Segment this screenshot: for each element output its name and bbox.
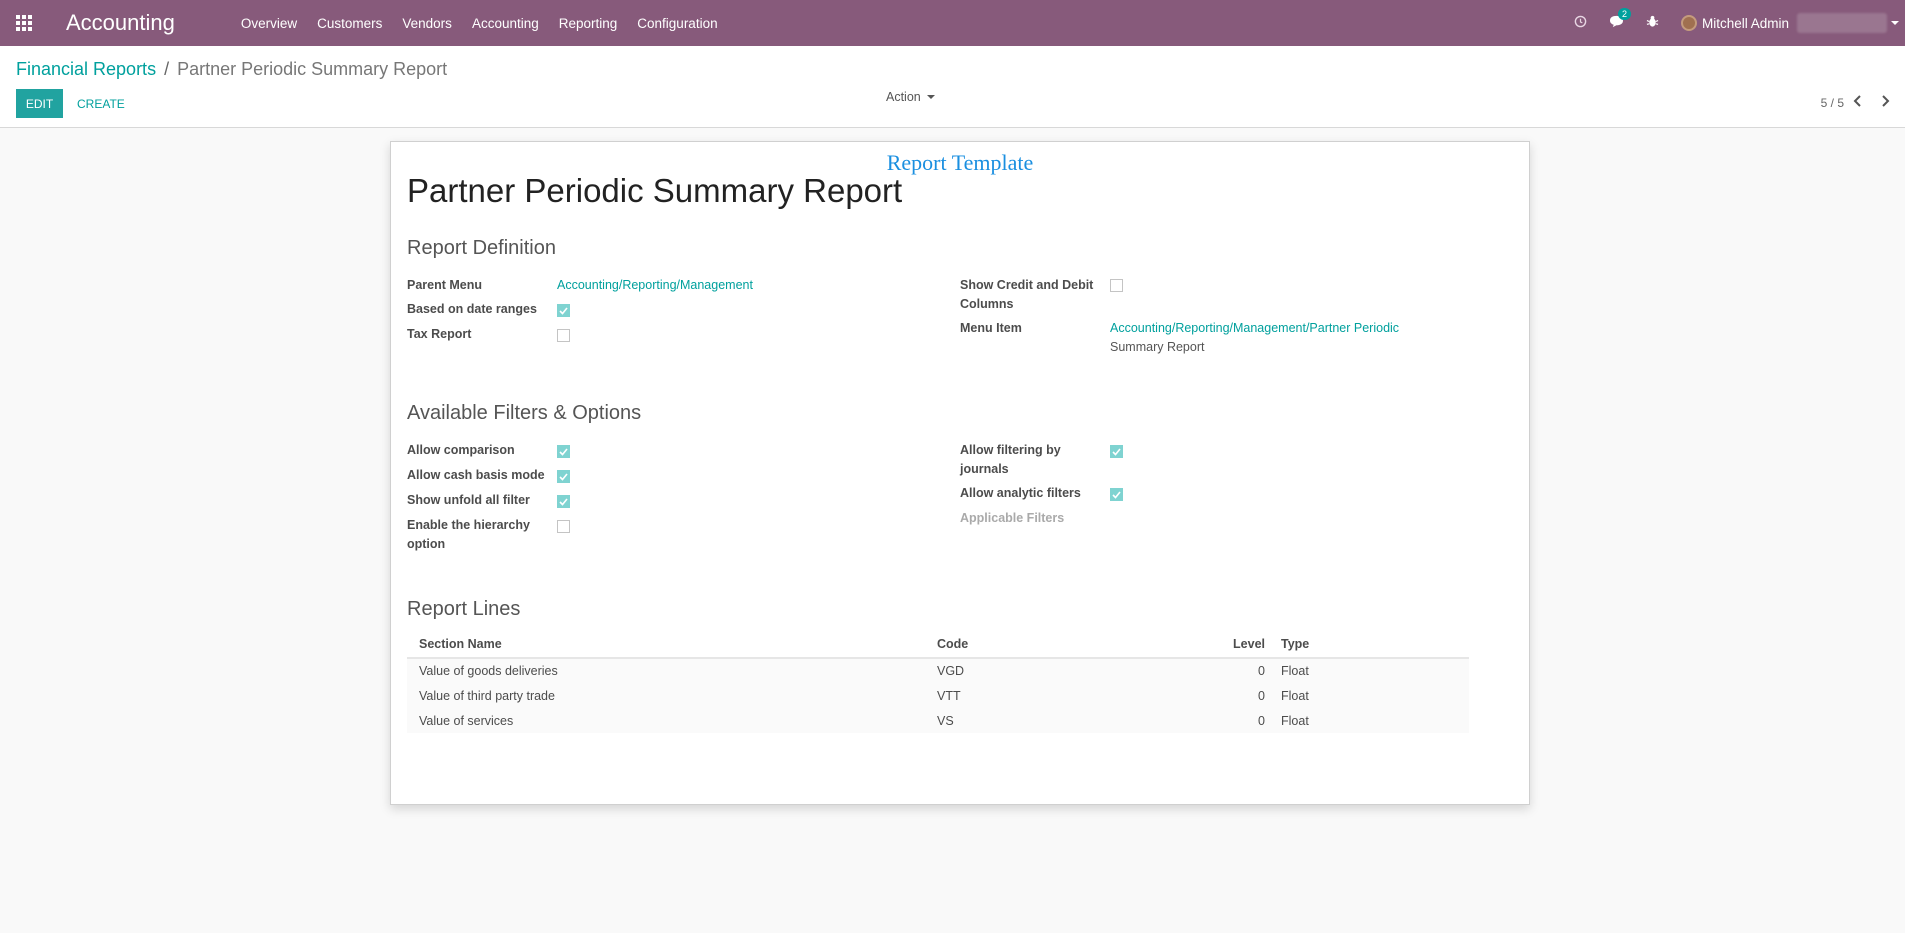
allow-comparison-label: Allow comparison [407, 443, 515, 457]
section-report-lines: Report Lines [407, 598, 521, 620]
menu-configuration[interactable]: Configuration [637, 15, 718, 31]
menu-customers[interactable]: Customers [317, 15, 383, 31]
unfold-all-label: Show unfold all filter [407, 493, 530, 507]
user-avatar[interactable] [1680, 15, 1697, 31]
report-lines-table: Section Name Code Level Type Value of go… [407, 631, 1469, 733]
control-panel: Financial Reports / Partner Periodic Sum… [0, 46, 1905, 128]
allow-comparison-checkbox[interactable] [557, 445, 570, 458]
message-count-badge: 2 [1617, 8, 1631, 20]
parent-menu-link[interactable]: Accounting/Reporting/Management [557, 278, 753, 292]
pager-previous-button[interactable] [1848, 91, 1868, 111]
checkmark-icon [559, 447, 568, 456]
top-navbar: Accounting Overview Customers Vendors Ac… [0, 0, 1905, 46]
hierarchy-label: Enable the hierarchy option [407, 518, 530, 551]
tax-report-checkbox[interactable] [557, 329, 570, 342]
chevron-down-icon[interactable] [1891, 21, 1899, 25]
row-type: Float [1275, 683, 1469, 708]
breadcrumb-separator: / [164, 59, 170, 79]
checkmark-icon [559, 306, 568, 315]
checkmark-icon [1112, 490, 1121, 499]
menu-item-label: Menu Item [960, 321, 1022, 335]
menu-item-link-line1[interactable]: Accounting/Reporting/Management/Partner … [1110, 321, 1400, 335]
table-row[interactable]: Value of services VS 0 Float [407, 708, 1469, 733]
table-row[interactable]: Value of third party trade VTT 0 Float [407, 683, 1469, 708]
row-type: Float [1275, 708, 1469, 733]
menu-vendors[interactable]: Vendors [402, 15, 452, 31]
activity-clock-icon[interactable] [1574, 15, 1587, 31]
checkmark-icon [559, 472, 568, 481]
row-code: VS [925, 708, 1155, 733]
row-code: VGD [925, 658, 1155, 683]
checkmark-icon [559, 497, 568, 506]
cash-basis-label: Allow cash basis mode [407, 468, 545, 482]
column-header-code[interactable]: Code [925, 631, 1155, 659]
row-level: 0 [1155, 683, 1275, 708]
filter-journals-checkbox[interactable] [1110, 445, 1123, 458]
chevron-right-icon [1882, 95, 1890, 107]
row-code: VTT [925, 683, 1155, 708]
debug-bug-icon[interactable] [1646, 15, 1659, 31]
section-available-filters: Available Filters & Options [407, 402, 642, 424]
parent-menu-label: Parent Menu [407, 278, 483, 292]
row-section-name: Value of services [407, 708, 925, 733]
column-header-level[interactable]: Level [1155, 631, 1275, 659]
row-type: Float [1275, 658, 1469, 683]
apps-menu-icon[interactable] [16, 15, 34, 31]
menu-accounting[interactable]: Accounting [471, 15, 539, 31]
credit-debit-checkbox[interactable] [1110, 279, 1123, 292]
create-button[interactable]: CREATE [77, 96, 125, 111]
unfold-all-checkbox[interactable] [557, 495, 570, 508]
messaging-icon[interactable]: 2 [1609, 8, 1631, 31]
row-level: 0 [1155, 658, 1275, 683]
redacted-database-name [1797, 13, 1887, 33]
column-header-section-name[interactable]: Section Name [407, 631, 925, 659]
breadcrumb: Financial Reports / Partner Periodic Sum… [16, 59, 447, 80]
caret-down-icon [926, 95, 935, 99]
action-label: Action [886, 90, 921, 104]
date-ranges-label: Based on date ranges [407, 302, 537, 316]
hierarchy-checkbox[interactable] [557, 520, 570, 533]
analytic-filters-checkbox[interactable] [1110, 488, 1123, 501]
analytic-filters-label: Allow analytic filters [960, 486, 1081, 500]
action-dropdown[interactable]: Action [886, 90, 935, 104]
app-brand[interactable]: Accounting [66, 10, 175, 35]
column-header-type[interactable]: Type [1275, 631, 1469, 659]
menu-item-value[interactable]: Accounting/Reporting/Management/Partner … [1110, 319, 1399, 357]
pager-next-button[interactable] [1875, 91, 1895, 111]
section-report-definition: Report Definition [407, 237, 556, 259]
main-menu: Overview Customers Vendors Accounting Re… [231, 16, 728, 31]
breadcrumb-current: Partner Periodic Summary Report [177, 59, 448, 79]
menu-overview[interactable]: Overview [240, 15, 298, 31]
table-row[interactable]: Value of goods deliveries VGD 0 Float [407, 658, 1469, 683]
report-name-title[interactable]: Partner Periodic Summary Report [407, 172, 903, 209]
menu-reporting[interactable]: Reporting [558, 15, 618, 31]
chevron-left-icon [1853, 95, 1861, 107]
edit-button[interactable]: EDIT [16, 89, 63, 118]
form-sheet: Report Template Partner Periodic Summary… [390, 141, 1530, 805]
row-section-name: Value of third party trade [407, 683, 925, 708]
date-ranges-checkbox[interactable] [557, 304, 570, 317]
table-header-row: Section Name Code Level Type [407, 631, 1469, 659]
credit-debit-label: Show Credit and Debit Columns [960, 278, 1094, 311]
row-level: 0 [1155, 708, 1275, 733]
user-name[interactable]: Mitchell Admin [1701, 15, 1789, 31]
systray: 2 Mitchell Admin [1574, 0, 1905, 46]
breadcrumb-financial-reports[interactable]: Financial Reports [16, 59, 157, 79]
menu-item-link-line2: Summary Report [1110, 340, 1205, 354]
report-template-label: Report Template [886, 150, 1034, 175]
pager-value[interactable]: 5 / 5 [1820, 96, 1844, 110]
filter-journals-label: Allow filtering by journals [960, 443, 1061, 476]
row-section-name: Value of goods deliveries [407, 658, 925, 683]
applicable-filters-label: Applicable Filters [960, 511, 1065, 525]
cash-basis-checkbox[interactable] [557, 470, 570, 483]
tax-report-label: Tax Report [407, 327, 472, 341]
checkmark-icon [1112, 447, 1121, 456]
